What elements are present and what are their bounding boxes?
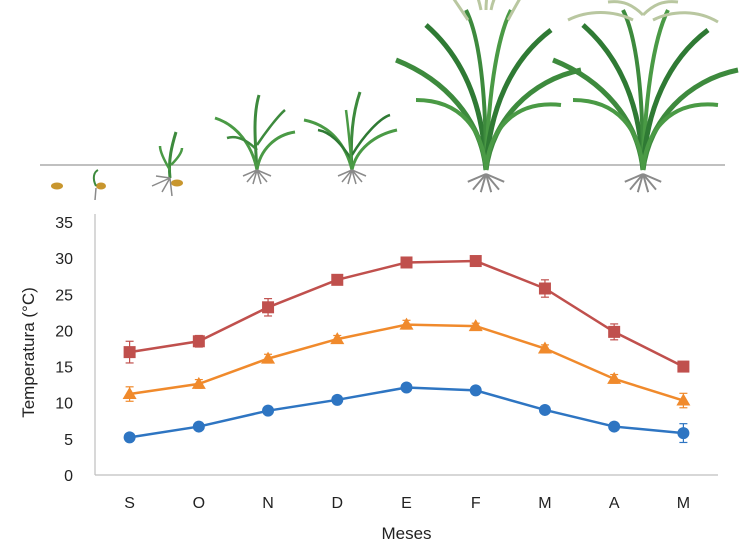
data-point: [538, 403, 551, 416]
x-tick-label: M: [677, 495, 690, 512]
data-point: [123, 431, 136, 444]
seedling-icon: [151, 131, 184, 197]
data-point: [468, 319, 483, 332]
data-point: [122, 387, 137, 400]
data-point: [608, 420, 621, 433]
x-tick-label: E: [401, 495, 412, 512]
data-point: [330, 332, 345, 345]
y-tick-label: 35: [55, 215, 73, 232]
germinating-seed-icon: [92, 169, 106, 201]
data-point: [537, 341, 552, 354]
x-tick-label: N: [262, 495, 274, 512]
data-point: [331, 273, 344, 286]
data-point: [262, 301, 275, 314]
series-line: [129, 386, 684, 439]
x-tick-label: S: [124, 495, 135, 512]
data-point: [192, 335, 205, 348]
y-tick-label: 30: [55, 251, 73, 268]
y-tick-label: 0: [64, 468, 73, 485]
data-point: [262, 404, 275, 417]
data-point: [677, 427, 690, 440]
x-tick-label: F: [471, 495, 481, 512]
series-line: [129, 259, 684, 368]
data-point: [677, 360, 690, 373]
data-point: [191, 376, 206, 389]
data-point: [538, 282, 551, 295]
data-point: [608, 325, 621, 338]
data-point: [331, 393, 344, 406]
data-point: [469, 255, 482, 268]
x-axis-label: Meses: [381, 524, 431, 543]
data-point: [469, 384, 482, 397]
tillering-plant-icon: [214, 94, 296, 185]
x-tick-label: D: [331, 495, 343, 512]
data-point: [399, 317, 414, 330]
y-tick-label: 25: [55, 287, 73, 304]
data-point: [192, 420, 205, 433]
data-point: [400, 381, 413, 394]
plant-illustration: [40, 0, 738, 201]
mature-plant-icon: [553, 0, 738, 194]
x-tick-label: A: [609, 495, 620, 512]
data-point: [400, 256, 413, 269]
data-point: [607, 371, 622, 384]
y-tick-label: 5: [64, 432, 73, 449]
temperature-line-chart: 0 5 10 15 20 25 30 35 S O N D E F M A M Meses Temperatura …: [19, 214, 718, 543]
data-point: [676, 393, 691, 406]
flowering-plant-icon: [396, 0, 581, 194]
data-point: [123, 346, 136, 359]
seed-icon: [51, 182, 63, 190]
y-tick-label: 15: [55, 360, 73, 377]
x-tick-label: O: [193, 495, 205, 512]
tillering-plant-icon: [303, 91, 398, 185]
x-tick-label: M: [538, 495, 551, 512]
y-axis-label: Temperatura (°C): [19, 287, 38, 418]
y-tick-label: 10: [55, 396, 73, 413]
y-tick-label: 20: [55, 323, 73, 340]
data-point: [261, 351, 276, 364]
